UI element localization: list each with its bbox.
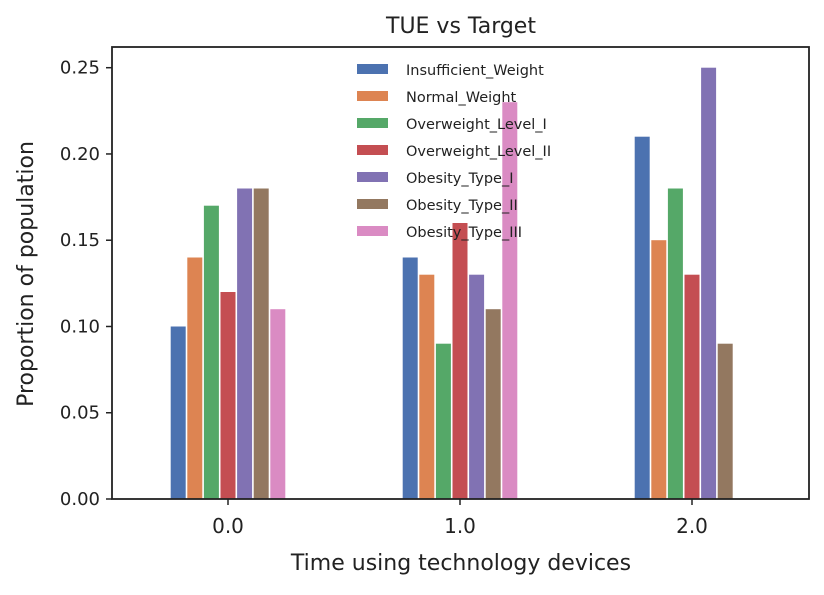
legend-label: Normal_Weight [406, 90, 517, 106]
x-tick-label: 0.0 [212, 514, 244, 538]
bar-obesity-type-iii-1.0 [502, 102, 518, 499]
legend-label: Overweight_Level_I [406, 117, 547, 133]
bar-overweight-level-ii-0.0 [220, 292, 236, 499]
y-tick-label: 0.25 [60, 58, 100, 79]
legend-swatch [357, 118, 388, 128]
legend-swatch [357, 226, 388, 236]
bar-obesity-type-ii-1.0 [485, 309, 501, 499]
legend-label: Obesity_Type_II [406, 198, 518, 214]
y-tick-label: 0.05 [60, 403, 100, 424]
bar-normal-weight-1.0 [419, 274, 435, 499]
legend-label: Obesity_Type_I [406, 171, 513, 187]
bar-obesity-type-ii-2.0 [717, 343, 733, 499]
bar-obesity-type-i-2.0 [701, 67, 717, 499]
bar-normal-weight-2.0 [651, 240, 667, 499]
bar-insufficient-weight-2.0 [634, 136, 650, 499]
bar-overweight-level-ii-2.0 [684, 274, 700, 499]
y-tick-label: 0.00 [60, 489, 100, 510]
bars-layer [170, 67, 733, 499]
legend-swatch [357, 64, 388, 74]
bar-overweight-level-i-2.0 [667, 188, 683, 499]
bar-obesity-type-iii-0.0 [270, 309, 286, 499]
chart-title: TUE vs Target [385, 14, 536, 39]
bar-obesity-type-i-1.0 [469, 274, 485, 499]
legend-swatch [357, 199, 388, 209]
y-tick-label: 0.15 [60, 230, 100, 251]
legend-swatch [357, 145, 388, 155]
legend-label: Obesity_Type_III [406, 225, 522, 241]
x-tick-label: 2.0 [676, 514, 708, 538]
axes-layer: 0.0 1.0 2.0 0.00 0.05 0.10 0.15 0.20 0.25 [60, 46, 810, 538]
y-axis-label: Proportion of population [14, 141, 39, 407]
legend-label: Insufficient_Weight [406, 63, 544, 79]
bar-obesity-type-i-0.0 [237, 188, 253, 499]
plot-frame [111, 46, 810, 500]
bar-overweight-level-ii-1.0 [452, 223, 468, 499]
legend: Insufficient_Weight Normal_Weight Overweig… [357, 63, 551, 241]
bar-insufficient-weight-0.0 [170, 326, 186, 499]
bar-insufficient-weight-1.0 [402, 257, 418, 499]
bar-obesity-type-ii-0.0 [253, 188, 269, 499]
bar-overweight-level-i-0.0 [203, 205, 219, 499]
bar-overweight-level-i-1.0 [435, 343, 451, 499]
x-tick-label: 1.0 [444, 514, 476, 538]
y-tick-label: 0.10 [60, 316, 100, 337]
y-tick-label: 0.20 [60, 144, 100, 165]
legend-swatch [357, 91, 388, 101]
legend-label: Overweight_Level_II [406, 144, 551, 160]
legend-swatch [357, 172, 388, 182]
x-axis-label: Time using technology devices [290, 551, 631, 576]
bar-normal-weight-0.0 [187, 257, 203, 499]
